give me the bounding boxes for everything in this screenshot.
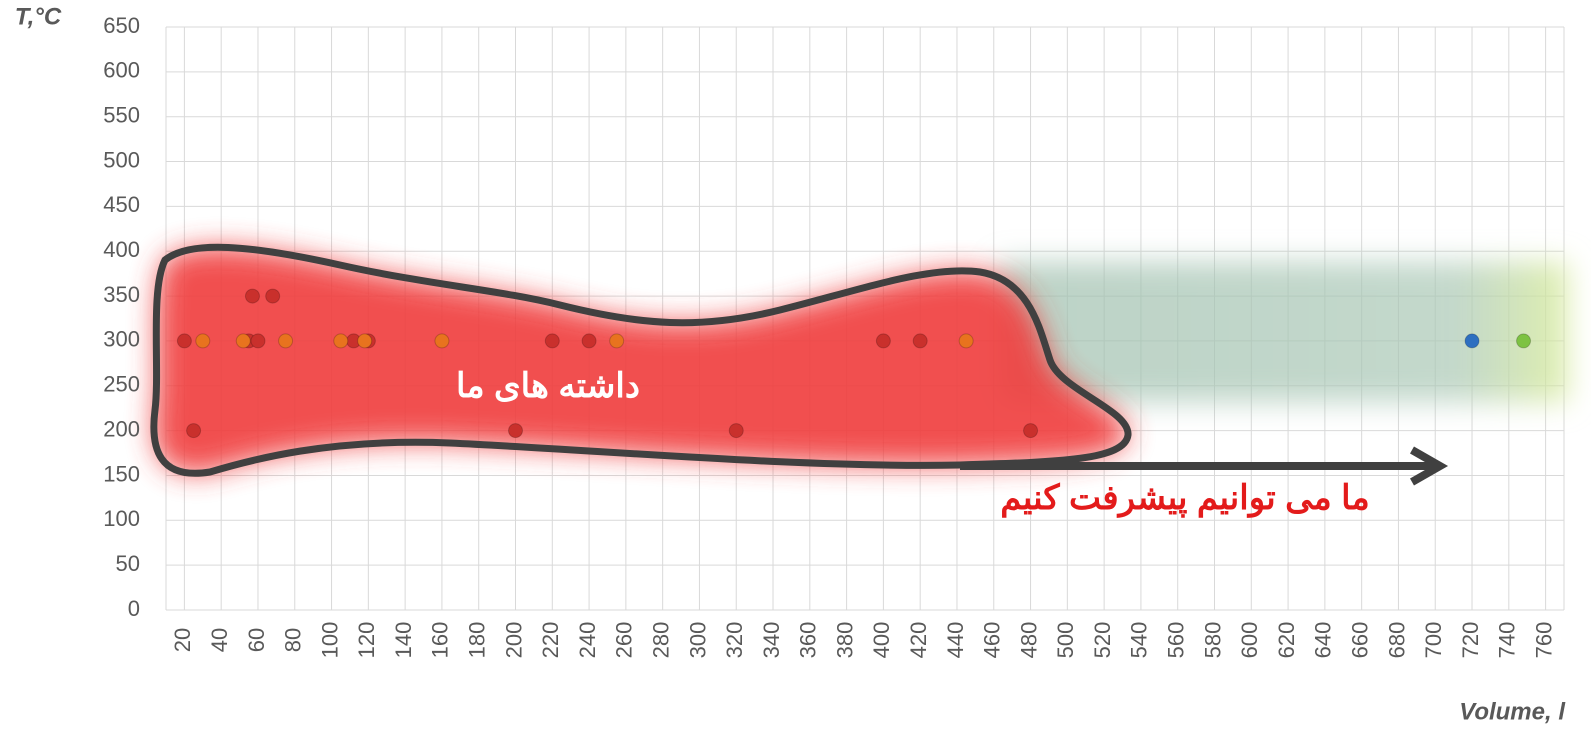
x-tick-label: 420 bbox=[906, 622, 931, 659]
x-tick-label: 360 bbox=[796, 622, 821, 659]
x-tick-label: 240 bbox=[575, 622, 600, 659]
x-tick-label: 40 bbox=[207, 628, 232, 652]
point bbox=[912, 333, 928, 349]
x-tick-label: 580 bbox=[1200, 622, 1225, 659]
y-tick-label: 0 bbox=[128, 596, 140, 621]
points bbox=[176, 288, 1532, 439]
x-tick-label: 60 bbox=[244, 628, 269, 652]
point bbox=[278, 333, 294, 349]
point bbox=[434, 333, 450, 349]
point bbox=[195, 333, 211, 349]
x-tick-label: 740 bbox=[1495, 622, 1520, 659]
x-tick-label: 460 bbox=[980, 622, 1005, 659]
x-tick-label: 480 bbox=[1016, 622, 1041, 659]
x-tick-label: 640 bbox=[1311, 622, 1336, 659]
x-tick-label: 660 bbox=[1347, 622, 1372, 659]
arrow-head bbox=[1410, 446, 1449, 486]
x-tick-label: 220 bbox=[538, 622, 563, 659]
x-tick-label: 80 bbox=[281, 628, 306, 652]
x-tick-label: 720 bbox=[1458, 622, 1483, 659]
x-tick-label: 600 bbox=[1237, 622, 1262, 659]
x-tick-label: 180 bbox=[465, 622, 490, 659]
x-tick-label: 760 bbox=[1531, 622, 1556, 659]
point bbox=[186, 423, 202, 439]
y-tick-label: 50 bbox=[116, 551, 140, 576]
x-tick-label: 140 bbox=[391, 622, 416, 659]
x-tick-label: 400 bbox=[869, 622, 894, 659]
x-tick-label: 540 bbox=[1127, 622, 1152, 659]
point bbox=[958, 333, 974, 349]
point bbox=[508, 423, 523, 439]
point bbox=[250, 333, 266, 349]
green-zone bbox=[1000, 262, 1568, 402]
y-tick-label: 600 bbox=[103, 58, 140, 83]
x-tick-label: 620 bbox=[1274, 622, 1299, 659]
x-tick-label: 300 bbox=[685, 622, 710, 659]
y-tick-label: 100 bbox=[103, 506, 140, 531]
x-tick-label: 320 bbox=[722, 622, 747, 659]
y-tick-label: 250 bbox=[103, 372, 140, 397]
y-tick-label: 300 bbox=[103, 327, 140, 352]
point bbox=[728, 423, 744, 439]
y-axis-label: T,°C bbox=[15, 3, 62, 30]
point bbox=[609, 333, 625, 349]
point bbox=[235, 333, 251, 349]
x-tick-label: 160 bbox=[428, 622, 453, 659]
annotation: داشته های ما bbox=[456, 367, 640, 405]
annotation: ما می توانیم پیشرفت کنیم bbox=[1000, 479, 1370, 518]
point bbox=[244, 288, 260, 304]
point bbox=[1516, 333, 1532, 349]
x-tick-label: 260 bbox=[612, 622, 637, 659]
x-tick-label: 700 bbox=[1421, 622, 1446, 659]
x-tick-label: 20 bbox=[170, 628, 195, 652]
x-axis-label: Volume, l bbox=[1459, 698, 1566, 725]
point bbox=[176, 333, 192, 349]
data-outline bbox=[150, 243, 1132, 477]
point bbox=[875, 333, 891, 349]
y-tick-label: 650 bbox=[103, 13, 140, 38]
point bbox=[1464, 333, 1480, 349]
y-tick-label: 400 bbox=[103, 237, 140, 262]
point bbox=[357, 333, 373, 349]
y-tick-label: 550 bbox=[103, 103, 140, 128]
point bbox=[265, 288, 281, 304]
y-tick-label: 150 bbox=[103, 461, 140, 486]
red-zone bbox=[153, 247, 1129, 474]
x-tick-label: 340 bbox=[759, 622, 784, 659]
x-tick-label: 500 bbox=[1053, 622, 1078, 659]
point bbox=[1023, 423, 1039, 439]
x-tick-label: 280 bbox=[648, 622, 673, 659]
y-tick-label: 200 bbox=[103, 416, 140, 441]
point bbox=[581, 333, 597, 349]
point bbox=[333, 333, 349, 349]
x-tick-label: 200 bbox=[501, 622, 526, 659]
x-tick-label: 440 bbox=[943, 622, 968, 659]
x-tick-label: 520 bbox=[1090, 622, 1115, 659]
y-tick-label: 500 bbox=[103, 147, 140, 172]
y-tick-label: 350 bbox=[103, 282, 140, 307]
x-tick-label: 680 bbox=[1384, 622, 1409, 659]
y-tick-label: 450 bbox=[103, 192, 140, 217]
x-tick-label: 120 bbox=[354, 622, 379, 659]
x-tick-label: 380 bbox=[832, 622, 857, 659]
x-tick-label: 100 bbox=[317, 622, 342, 659]
point bbox=[544, 333, 560, 349]
x-tick-label: 560 bbox=[1164, 622, 1189, 659]
